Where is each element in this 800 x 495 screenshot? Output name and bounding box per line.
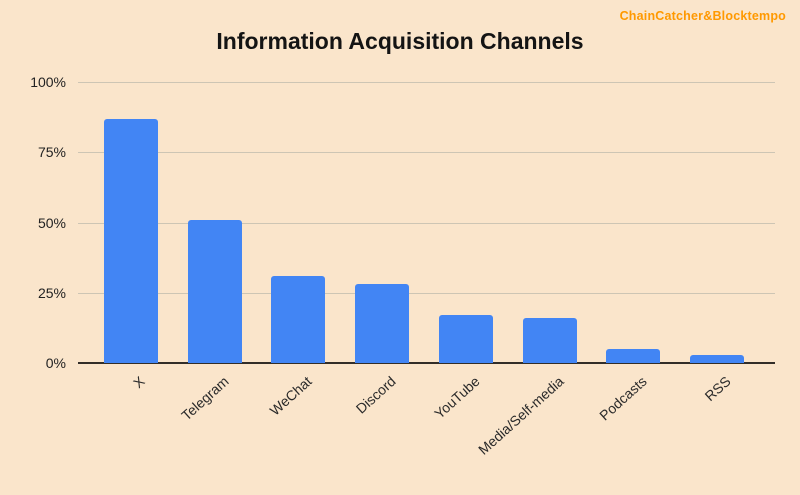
y-tick-label: 0%	[45, 355, 66, 371]
gridline-100	[78, 82, 775, 83]
bar-band-RSS	[675, 82, 759, 363]
y-axis: 0% 25% 50% 75% 100%	[0, 74, 66, 371]
y-tick-label: 50%	[37, 214, 66, 231]
y-tick-label: 25%	[37, 284, 66, 301]
y-tick-label: 100%	[30, 74, 66, 90]
bar-band-Podcasts	[592, 82, 676, 363]
watermark-text: ChainCatcher&Blocktempo	[619, 9, 786, 23]
bar	[522, 318, 577, 363]
gridline-50	[78, 222, 775, 224]
bars-container	[89, 82, 759, 363]
bar	[690, 354, 745, 363]
x-axis-line	[78, 362, 775, 364]
bar	[103, 118, 158, 363]
bar	[606, 348, 661, 363]
bar-band-Telegram	[173, 82, 257, 363]
gridline-25	[78, 292, 775, 294]
plot-area	[78, 82, 775, 364]
bar-band-Media/Self-media	[508, 82, 592, 363]
bar-band-YouTube	[424, 82, 508, 363]
x-axis-labels: X Telegram WeChat Discord YouTube Media/Self-…	[0, 371, 800, 491]
bar-band-Discord	[340, 82, 424, 363]
bar	[187, 219, 242, 363]
gridline-75	[78, 152, 775, 154]
bar	[355, 284, 410, 363]
bar-band-WeChat	[257, 82, 341, 363]
y-tick-label: 75%	[37, 144, 66, 161]
bar	[271, 275, 326, 363]
bar	[438, 315, 493, 363]
bar-band-X	[89, 82, 173, 363]
chart-title: Information Acquisition Channels	[216, 28, 584, 54]
